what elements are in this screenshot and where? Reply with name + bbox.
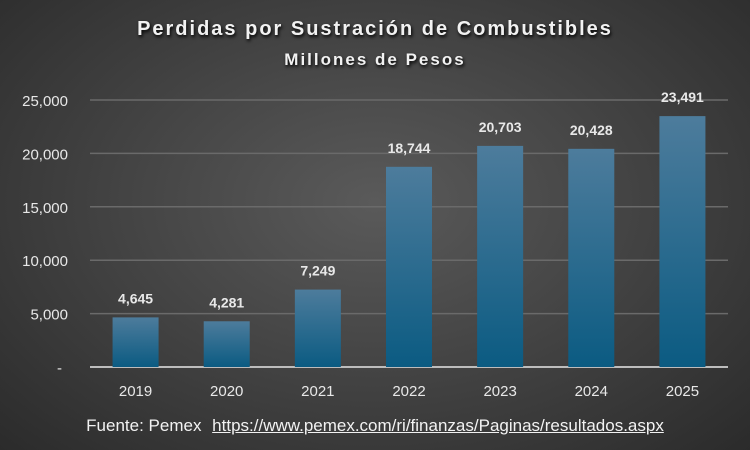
chart-title: Perdidas por Sustración de Combustibles [137, 18, 613, 40]
source-link[interactable]: https://www.pemex.com/ri/finanzas/Pagina… [212, 416, 664, 435]
data-label: 20,703 [479, 119, 522, 135]
x-tick-label: 2021 [301, 383, 334, 400]
y-tick-label: 25,000 [22, 93, 68, 110]
bar-2020 [203, 321, 250, 367]
data-label: 7,249 [300, 263, 335, 279]
bar-2019 [112, 317, 159, 367]
x-tick-label: 2025 [666, 383, 699, 400]
y-tick-label: - [57, 360, 62, 377]
y-tick-label: 15,000 [22, 200, 68, 217]
bar-2023 [477, 145, 524, 367]
y-tick-label: 20,000 [22, 146, 68, 163]
x-tick-label: 2024 [575, 383, 608, 400]
data-label: 18,744 [388, 140, 431, 156]
bar-2021 [294, 289, 341, 367]
data-label: 20,428 [570, 122, 613, 138]
x-tick-label: 2022 [392, 383, 425, 400]
x-tick-label: 2020 [210, 383, 243, 400]
bar-2022 [386, 166, 432, 367]
source-note: Fuente: Pemex https://www.pemex.com/ri/f… [0, 416, 750, 436]
y-tick-label: 5,000 [30, 307, 68, 324]
y-tick-label: 10,000 [22, 253, 68, 270]
x-tick-label: 2023 [483, 383, 516, 400]
bar-chart: - 5,000 10,000 15,000 20,000 25,000 4,645 2019 4… [22, 89, 728, 400]
data-label: 4,281 [209, 294, 244, 310]
x-tick-label: 2019 [119, 383, 152, 400]
chart-subtitle: Millones de Pesos [284, 50, 466, 69]
data-label: 4,645 [118, 290, 153, 306]
source-label: Fuente: Pemex [86, 416, 202, 435]
data-label: 23,491 [661, 89, 704, 105]
bar-2025 [659, 116, 706, 367]
bar-2024 [568, 148, 615, 367]
